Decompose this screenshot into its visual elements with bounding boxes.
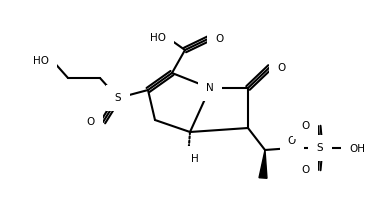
Text: O: O [277, 63, 285, 73]
Text: HO: HO [33, 56, 49, 66]
Text: O: O [288, 136, 296, 146]
Text: HO: HO [150, 33, 166, 43]
Polygon shape [259, 150, 267, 178]
Text: O: O [302, 121, 310, 131]
Text: O: O [215, 34, 223, 44]
Text: OH: OH [349, 144, 365, 154]
Text: S: S [317, 143, 323, 153]
Text: N: N [206, 83, 214, 93]
Text: O: O [302, 165, 310, 175]
Text: O: O [87, 117, 95, 127]
Text: H: H [191, 154, 199, 164]
Text: S: S [115, 93, 121, 103]
